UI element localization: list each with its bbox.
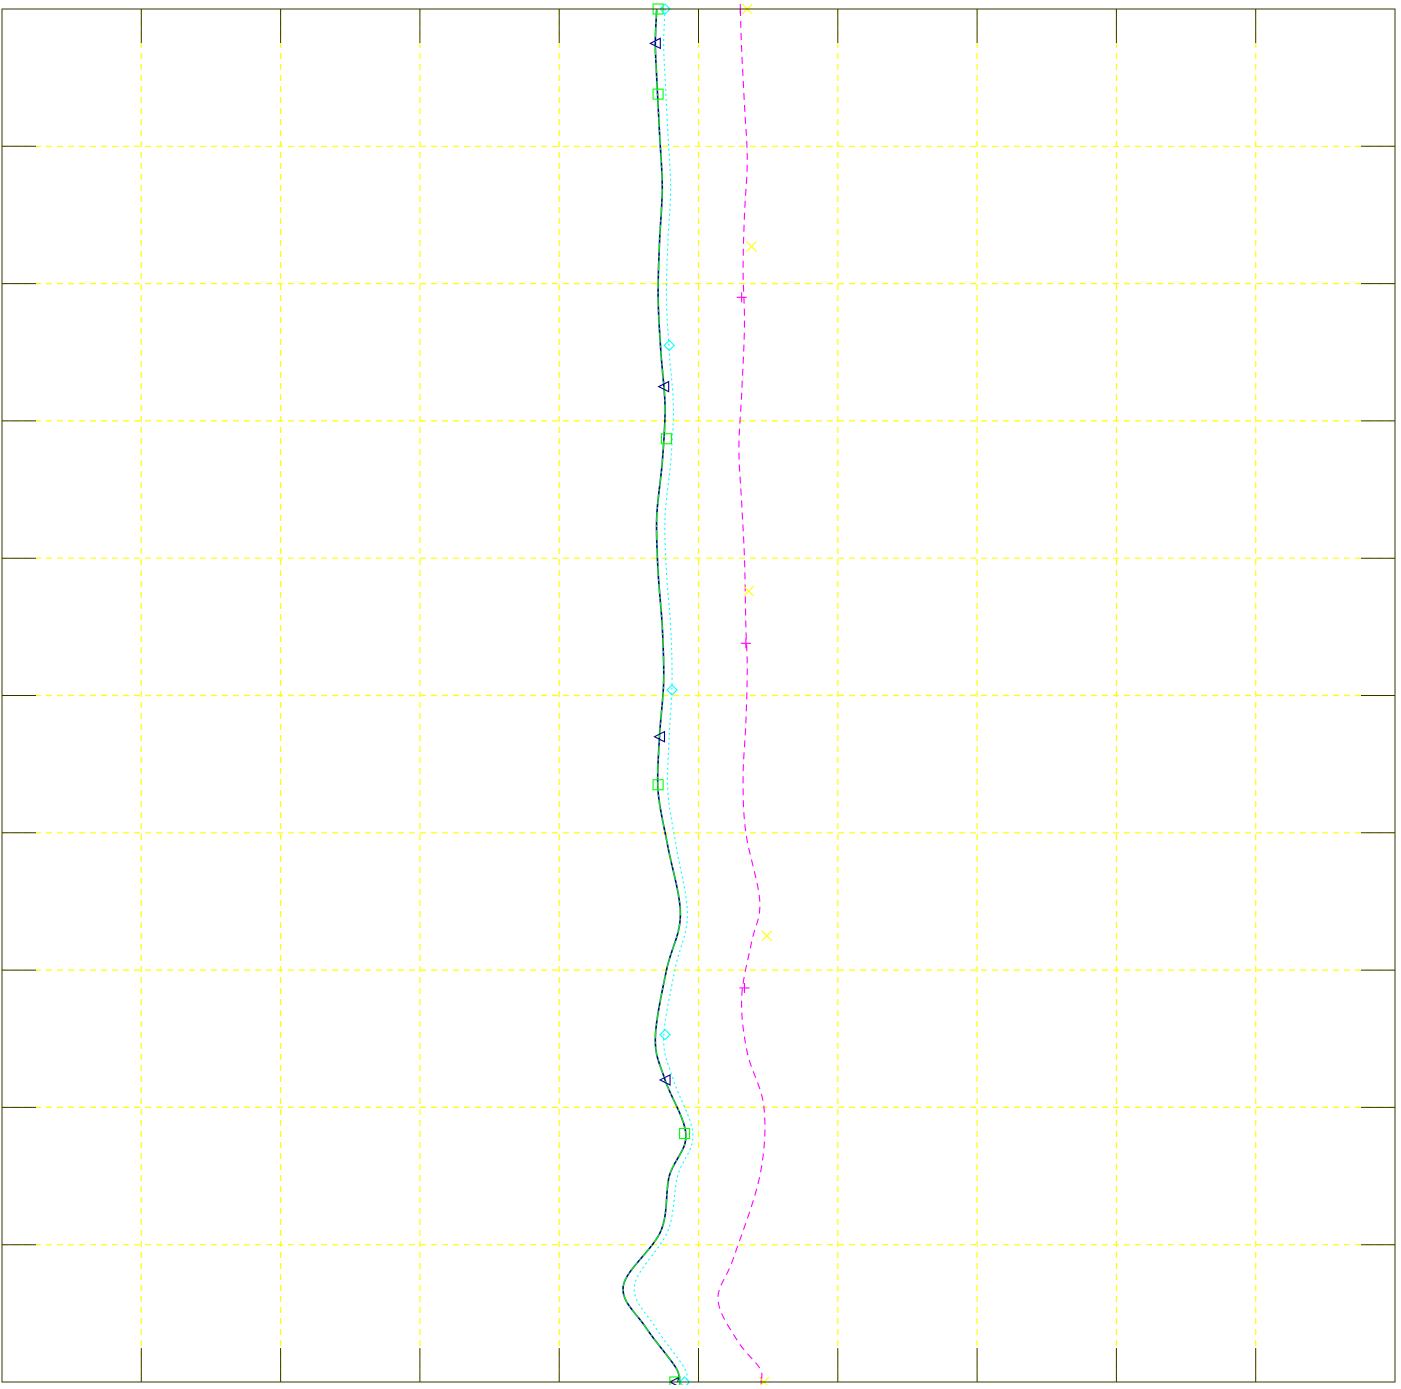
series-marker-x [746, 241, 757, 252]
series-line-2 [633, 8, 694, 1383]
series-marker-plus [740, 638, 751, 649]
series-marker-x [743, 585, 755, 597]
series-marker-square [660, 433, 673, 445]
series-marker-square [652, 779, 664, 791]
series-marker-diamond [663, 339, 676, 352]
series-marker-x [761, 930, 773, 942]
series-line-3 [717, 8, 766, 1383]
series-line-1 [622, 8, 687, 1383]
series-marker-square [679, 1127, 691, 1140]
series-marker-diamond [659, 1028, 671, 1041]
series-marker-plus [739, 982, 750, 993]
series-marker-diamond [666, 684, 678, 696]
series-marker-triangle [653, 730, 666, 743]
grid-layer [2, 9, 1395, 1382]
series-marker-triangle [658, 1074, 671, 1086]
plot-frame [1, 8, 1396, 1383]
series-layer [622, 8, 766, 1383]
series-marker-square [652, 88, 664, 100]
series-marker-triangle [649, 37, 661, 50]
series-marker-diamond [659, 3, 671, 15]
series-marker-plus [736, 292, 747, 303]
series-marker-triangle [657, 380, 670, 393]
